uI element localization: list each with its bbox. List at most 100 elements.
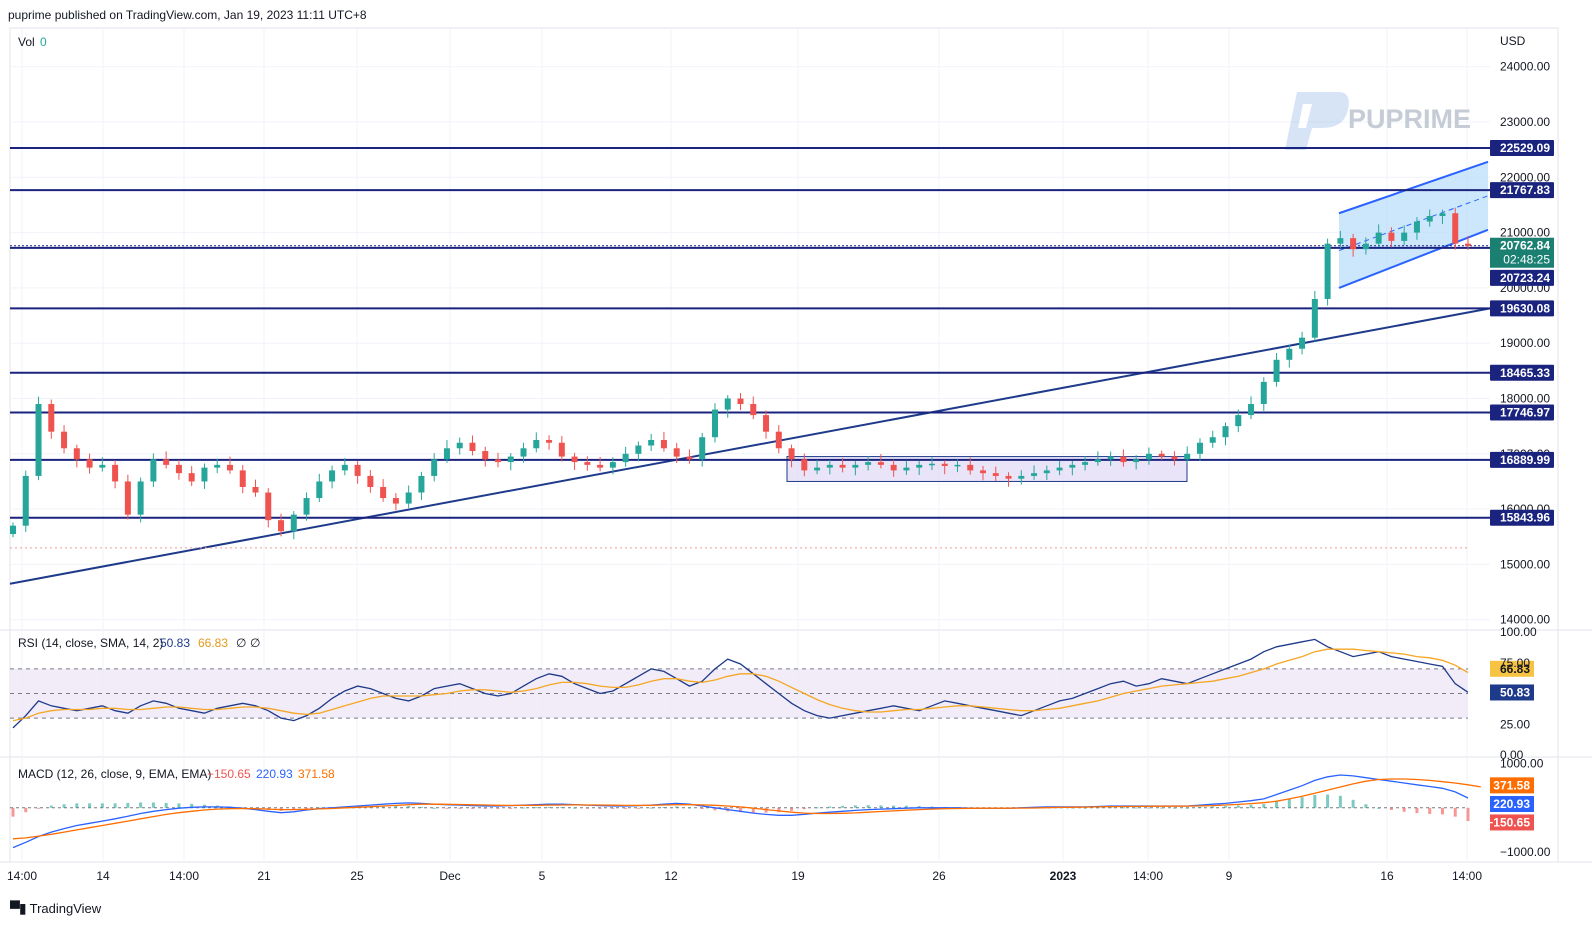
candle — [571, 456, 578, 463]
candle — [1362, 243, 1369, 250]
candle — [290, 514, 297, 532]
macd-line — [12, 774, 1469, 849]
macd-histogram-bar — [1287, 798, 1291, 808]
candle — [852, 464, 859, 468]
candle — [992, 473, 999, 476]
macd-histogram-bar — [1109, 807, 1113, 809]
y-axis-tick-label: 15000.00 — [1500, 557, 1550, 571]
macd-histogram-bar — [853, 805, 857, 808]
macd-histogram-bar — [432, 807, 436, 809]
candle — [1426, 216, 1433, 222]
x-axis-tick-label: 14 — [96, 869, 110, 883]
macd-axis-tick-label: 1000.00 — [1500, 757, 1544, 771]
candle — [826, 464, 833, 468]
macd-histogram-bar — [1466, 807, 1470, 822]
candle — [392, 498, 399, 504]
macd-histogram-bar — [1185, 807, 1189, 809]
macd-value-tag: 371.58 — [1493, 778, 1530, 792]
macd-histogram-bar — [879, 805, 883, 808]
macd-histogram-bar — [751, 807, 755, 813]
candle — [456, 442, 463, 449]
macd-histogram-bar — [1160, 807, 1164, 809]
candle — [1388, 232, 1395, 241]
macd-histogram-bar — [292, 807, 296, 810]
candle — [48, 404, 55, 432]
candle — [35, 404, 42, 476]
x-axis-tick-label: 14:00 — [1133, 869, 1163, 883]
macd-histogram-bar — [662, 806, 666, 808]
footer-brand-label: TradingView — [29, 901, 102, 916]
x-axis-tick-label: 9 — [1226, 869, 1233, 883]
rsi-axis-tick-label: 75.00 — [1500, 656, 1530, 670]
macd-histogram-bar — [1377, 807, 1381, 809]
macd-histogram-bar — [790, 807, 794, 811]
macd-histogram-bar — [1364, 804, 1368, 808]
macd-histogram-bar — [700, 807, 704, 809]
publish-header: puprime published on TradingView.com, Ja… — [8, 8, 367, 22]
rsi-axis-tick-label: 100.00 — [1500, 625, 1537, 639]
level-price-label: 22529.09 — [1500, 141, 1550, 155]
x-axis-tick-label: 16 — [1380, 869, 1394, 883]
candle — [1196, 442, 1203, 454]
chart-border — [9, 27, 1559, 863]
price-panel — [9, 147, 1491, 585]
candle — [316, 481, 323, 499]
candle — [622, 453, 629, 463]
macd-histogram-bar — [470, 807, 474, 809]
candle — [418, 475, 425, 493]
x-axis-tick-label: 14:00 — [7, 869, 37, 883]
y-axis-tick-label: 24000.00 — [1500, 60, 1550, 74]
candle — [967, 464, 974, 471]
candle — [443, 448, 450, 460]
candle — [1273, 359, 1280, 382]
candle — [1031, 473, 1038, 476]
candle — [495, 459, 501, 463]
candle — [1145, 453, 1152, 460]
macd-histogram-bar — [419, 806, 423, 808]
candle — [775, 431, 782, 449]
macd-histogram-bar — [139, 802, 143, 808]
level-price-label: 17746.97 — [1500, 405, 1550, 419]
x-axis-tick-label: 26 — [932, 869, 946, 883]
level-price-label-bg — [1490, 509, 1554, 526]
macd-histogram-bar — [1389, 807, 1393, 810]
candle — [1375, 232, 1382, 244]
level-price-label-bg — [1490, 300, 1554, 317]
macd-value-tag-bg — [1490, 814, 1534, 831]
macd-histogram-bar — [1428, 807, 1432, 814]
macd-histogram-bar — [305, 807, 309, 809]
macd-histogram-bar — [547, 806, 551, 808]
candle — [380, 486, 387, 499]
macd-histogram-bar — [190, 803, 194, 808]
macd-histogram-bar — [1083, 807, 1087, 809]
macd-value-tag-bg — [1490, 796, 1534, 813]
macd-panel: 371.58 220.93 −150.65 — [10, 774, 1534, 849]
macd-histogram-bar — [126, 802, 130, 808]
countdown-label: 02:48:25 — [1503, 253, 1550, 267]
candle — [635, 445, 642, 454]
level-price-label-bg — [1490, 364, 1554, 381]
macd-histogram-bar — [24, 807, 28, 813]
candle — [124, 481, 131, 515]
candle — [431, 459, 438, 476]
candle — [1056, 467, 1063, 471]
candle — [865, 462, 872, 465]
grid — [0, 27, 1592, 863]
candle — [99, 464, 106, 468]
candle — [1235, 415, 1242, 427]
macd-histogram-bar — [675, 806, 679, 808]
candle — [1413, 221, 1420, 233]
x-axis-tick-label: Dec — [439, 869, 460, 883]
axes: 24000.0023000.0022000.0021000.0020000.00… — [7, 60, 1551, 883]
candle — [1286, 348, 1293, 360]
candle — [303, 498, 310, 515]
rsi-extra-2: ∅ — [250, 636, 260, 650]
level-price-label: 18465.33 — [1500, 366, 1550, 380]
footer-brand[interactable]: ▀▮ TradingView — [10, 900, 101, 917]
macd-histogram-bar — [62, 804, 66, 808]
candle — [1133, 459, 1140, 463]
macd-histogram-bar — [483, 807, 487, 809]
macd-histogram-bar — [1453, 807, 1457, 817]
rsi-value-tag-bg — [1490, 660, 1534, 677]
level-price-label-bg — [1490, 404, 1554, 421]
